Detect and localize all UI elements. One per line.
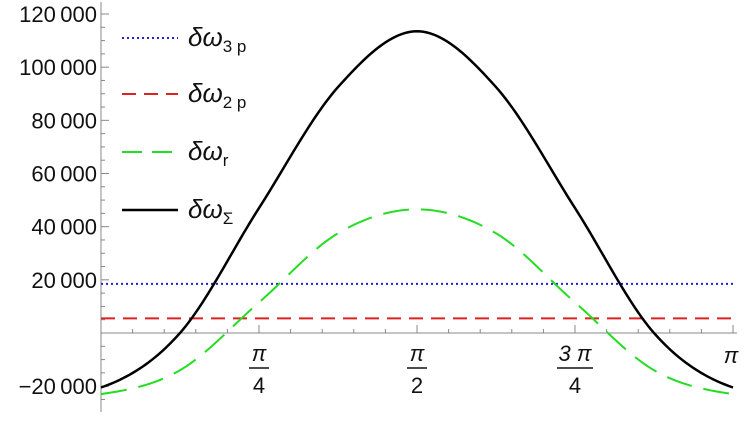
series-line-3 (100, 30, 734, 389)
x-tick-denominator: 2 (411, 373, 423, 398)
series-line-2 (100, 208, 734, 396)
y-tick-label: −20 000 (19, 374, 97, 399)
legend-label-subscript: Σ (223, 209, 234, 228)
legend-label-1: δω2 p (188, 78, 246, 112)
y-tick-label: 20 000 (31, 268, 97, 293)
x-tick-denominator: 4 (253, 373, 265, 398)
legend-label-subscript: r (223, 151, 229, 170)
legend-label-2: δωr (188, 136, 229, 170)
legend-label-subscript: 3 p (223, 37, 247, 56)
legend-label-base: δω (188, 78, 223, 108)
x-tick-numerator: π (252, 341, 268, 366)
legend-label-3: δωΣ (188, 194, 233, 228)
legend-label-0: δω3 p (188, 22, 246, 56)
legend-label-base: δω (188, 22, 223, 52)
x-tick-denominator: 4 (569, 373, 581, 398)
y-tick-label: 100 000 (19, 55, 97, 80)
y-tick-label: 60 000 (31, 162, 97, 187)
y-tick-label: 80 000 (31, 108, 97, 133)
x-tick-label: π (724, 343, 740, 368)
legend-label-subscript: 2 p (223, 93, 247, 112)
legend-label-base: δω (188, 136, 223, 166)
axes-layer: −20 000 20 000 40 000 60 000 80 000 100 000 12… (19, 2, 740, 412)
y-tick-label: 40 000 (31, 215, 97, 240)
series-layer (100, 30, 734, 396)
y-tick-label: 120 000 (19, 2, 97, 27)
x-tick-numerator: 3 π (558, 341, 592, 366)
legend-label-base: δω (188, 194, 223, 224)
x-tick-numerator: π (410, 341, 426, 366)
